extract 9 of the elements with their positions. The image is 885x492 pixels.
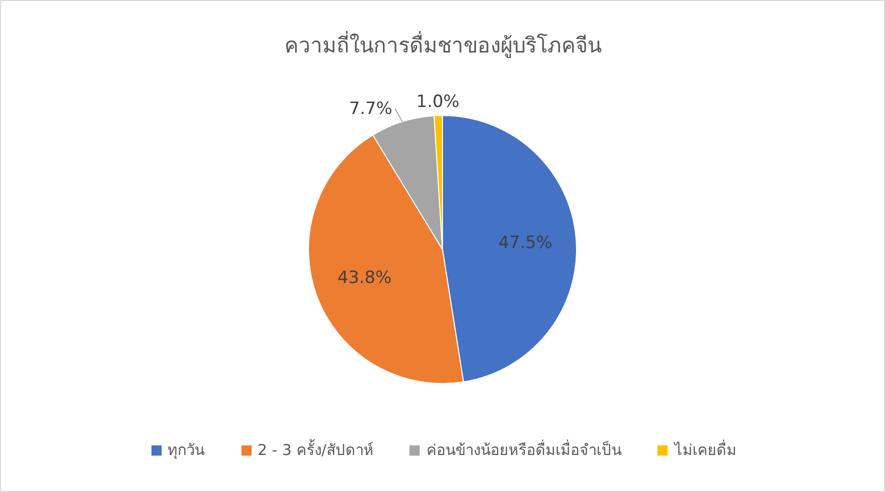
legend-label: ค่อนข้างน้อยหรือดื่มเมื่อจำเป็น	[426, 438, 622, 461]
data-label: 43.8%	[338, 268, 392, 288]
data-label: 1.0%	[416, 92, 460, 112]
legend-label: ไม่เคยดื่ม	[674, 438, 736, 461]
legend-label: 2 - 3 ครั้ง/สัปดาห์	[258, 438, 374, 461]
data-label: 7.7%	[349, 98, 392, 119]
legend-label: ทุกวัน	[168, 440, 205, 462]
chart-title: ความถี่ในการดื่มชาของผู้บริโภคจีน	[284, 30, 602, 58]
data-label: 47.5%	[498, 232, 552, 253]
